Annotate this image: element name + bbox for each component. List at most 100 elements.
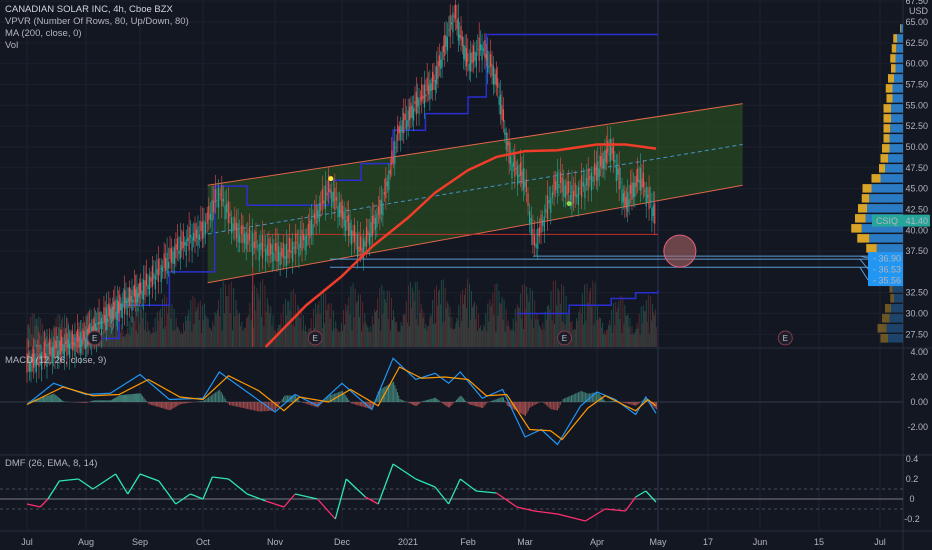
macd-histogram-bar [371,402,373,410]
candle-body [57,350,59,360]
volume-bar [438,290,439,347]
candle-body [373,215,375,224]
volume-bar [144,329,146,347]
volume-bar [178,330,180,347]
candle-body [248,227,251,241]
volume-bar [594,282,596,347]
macd-histogram-bar [594,392,596,402]
macd-histogram-bar [135,393,137,402]
vpvr-up-volume [888,154,903,163]
candle-body [644,190,646,192]
candle-body [618,166,620,190]
volume-bar [619,318,621,347]
earnings-marker[interactable]: E [87,330,103,346]
macd-histogram-bar [238,402,240,408]
candle [518,164,520,184]
volume-bar [189,320,191,347]
macd-histogram-bar [205,399,207,402]
dmf-line-segment [496,492,518,508]
macd-histogram-bar [390,383,392,402]
macd-histogram-bar [248,402,250,410]
candle [323,185,325,210]
macd-histogram-bar [511,402,513,409]
dmf-line-segment [265,500,285,508]
vpvr-up-volume [891,114,903,123]
volume-bar [282,304,284,347]
candle [142,265,145,311]
macd-histogram-bar [637,402,639,405]
candle [642,159,644,199]
candle-body [448,29,450,31]
volume-bar [141,309,142,347]
candle [511,149,513,190]
candle-body [532,228,534,245]
macd-histogram-bar [478,402,480,408]
time-tick-label: Dec [334,537,351,547]
volume-bar [448,316,450,347]
candle [136,274,138,317]
dmf-line-segment [377,463,394,505]
candle [133,269,136,308]
vpvr-down-volume [877,324,887,333]
macd-histogram-bar [54,394,56,402]
candle-body [324,185,327,209]
macd-legend[interactable]: MACD (12, 26, close, 9) [5,355,107,366]
indicator-vpvr[interactable]: VPVR (Number Of Rows, 80, Up/Down, 80) [5,16,189,27]
candle-body [362,238,365,260]
candle-body [559,172,562,183]
volume-bar [544,311,546,347]
macd-histogram-bar [107,400,109,402]
indicator-ma[interactable]: MA (200, close, 0) [5,28,82,39]
earnings-marker[interactable]: E [556,330,572,346]
macd-histogram-bar [203,400,205,402]
macd-histogram-bar [97,400,99,402]
candle [585,163,588,192]
macd-histogram-bar [631,402,633,405]
volume-bar [366,325,368,347]
macd-histogram-bar [347,398,349,402]
volume-bar [259,282,261,347]
candle-body [176,238,178,250]
dmf-line-segment [516,506,535,512]
candle-body [287,249,289,259]
macd-histogram-bar [494,399,496,402]
candle-body [313,213,316,219]
candle [477,34,479,56]
dmf-legend[interactable]: DMF (26, EMA, 8, 14) [5,458,98,469]
volume-bar [451,317,453,347]
price-tick-label: 45.00 [905,184,928,194]
candle [446,22,449,62]
volume-bar [628,326,630,347]
macd-histogram-bar [396,392,398,402]
volume-bar [182,334,183,347]
candle-body [299,235,302,248]
volume-bar [487,303,489,347]
indicator-vol[interactable]: Vol [5,40,19,51]
macd-histogram-bar [295,395,297,402]
candle [324,171,327,221]
candle [634,175,636,208]
candle [394,126,396,176]
macd-histogram-bar [472,402,474,406]
macd-histogram-bar [638,402,640,404]
candle [379,186,381,230]
macd-histogram-bar [39,398,41,402]
volume-bar [645,300,647,347]
earnings-marker[interactable]: E [307,330,323,346]
candle-body [124,290,126,314]
earnings-marker[interactable]: E [777,330,793,346]
volume-bar [457,321,459,347]
candle [572,176,575,212]
candle [474,41,476,69]
dmf-line-segment [92,480,106,490]
volume-bar [422,317,424,347]
earnings-marker-label: E [313,334,318,343]
time-tick-label: Aug [78,537,94,547]
volume-bar [618,301,620,347]
macd-histogram-bar [533,402,535,406]
volume-bar [346,311,348,347]
candle [367,218,369,243]
macd-histogram-bar [45,396,47,402]
vpvr-down-volume [871,174,881,183]
